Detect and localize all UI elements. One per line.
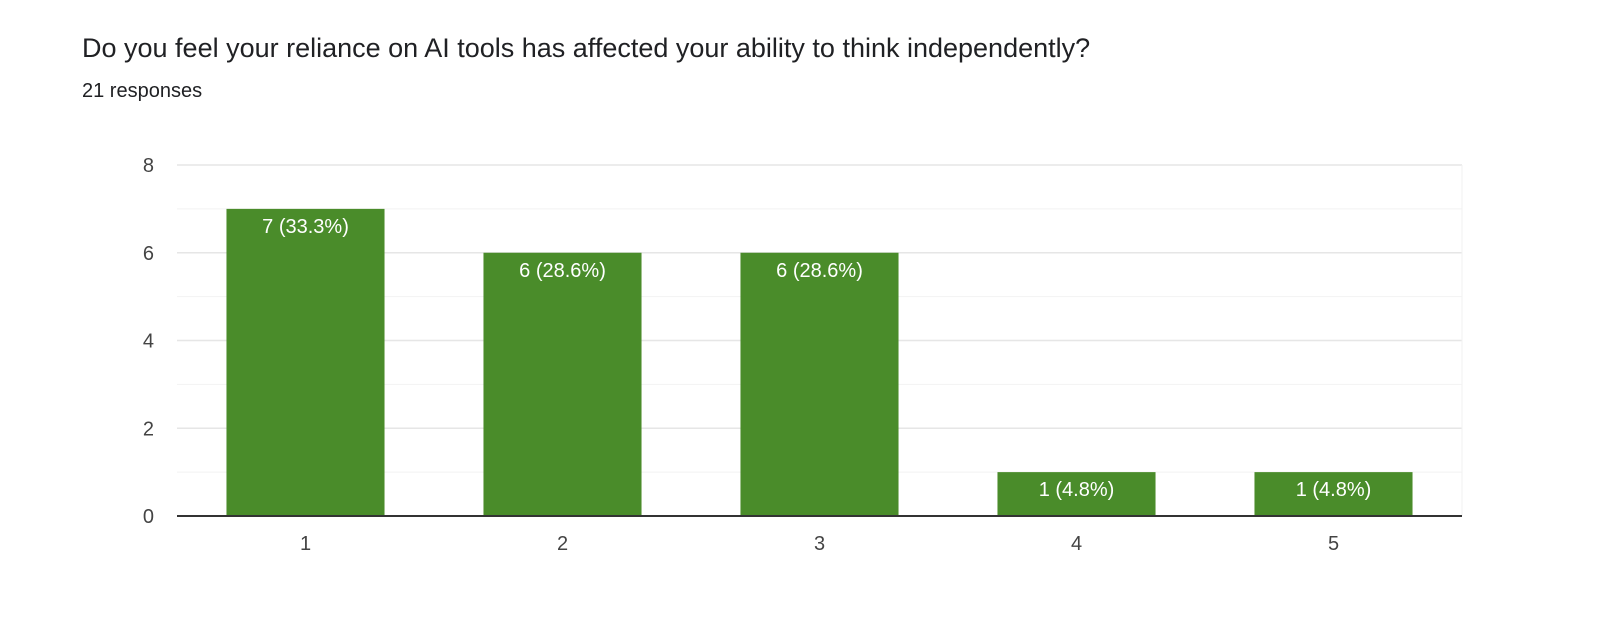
bar[interactable] (483, 252, 642, 516)
x-tick-label: 4 (1071, 533, 1082, 555)
y-tick-label: 2 (143, 418, 154, 440)
bar[interactable] (226, 208, 385, 516)
x-tick-label: 5 (1328, 533, 1339, 555)
x-tick-label: 1 (300, 533, 311, 555)
bar[interactable] (740, 252, 899, 516)
axes: 0 2 4 6 8 1 2 3 4 5 (143, 155, 1462, 555)
bar-data-label: 6 (28.6%) (519, 260, 606, 282)
x-tick-label: 3 (814, 533, 825, 555)
bar-data-label: 6 (28.6%) (776, 260, 863, 282)
bar-data-label: 1 (4.8%) (1296, 479, 1372, 501)
x-tick-label: 2 (557, 533, 568, 555)
question-title: Do you feel your reliance on AI tools ha… (82, 33, 1091, 63)
y-tick-label: 6 (143, 243, 154, 265)
response-count: 21 responses (82, 80, 203, 102)
y-tick-label: 8 (143, 155, 154, 177)
bar[interactable] (997, 472, 1156, 516)
bar-data-label: 7 (33.3%) (262, 216, 349, 238)
y-tick-label: 4 (143, 331, 154, 353)
bar[interactable] (1254, 472, 1413, 516)
y-tick-label: 0 (143, 506, 154, 528)
bars: 7 (33.3%) 6 (28.6%) 6 (28.6%) 1 (4.8%) 1 (4.… (226, 208, 1413, 516)
bar-data-label: 1 (4.8%) (1039, 479, 1115, 501)
